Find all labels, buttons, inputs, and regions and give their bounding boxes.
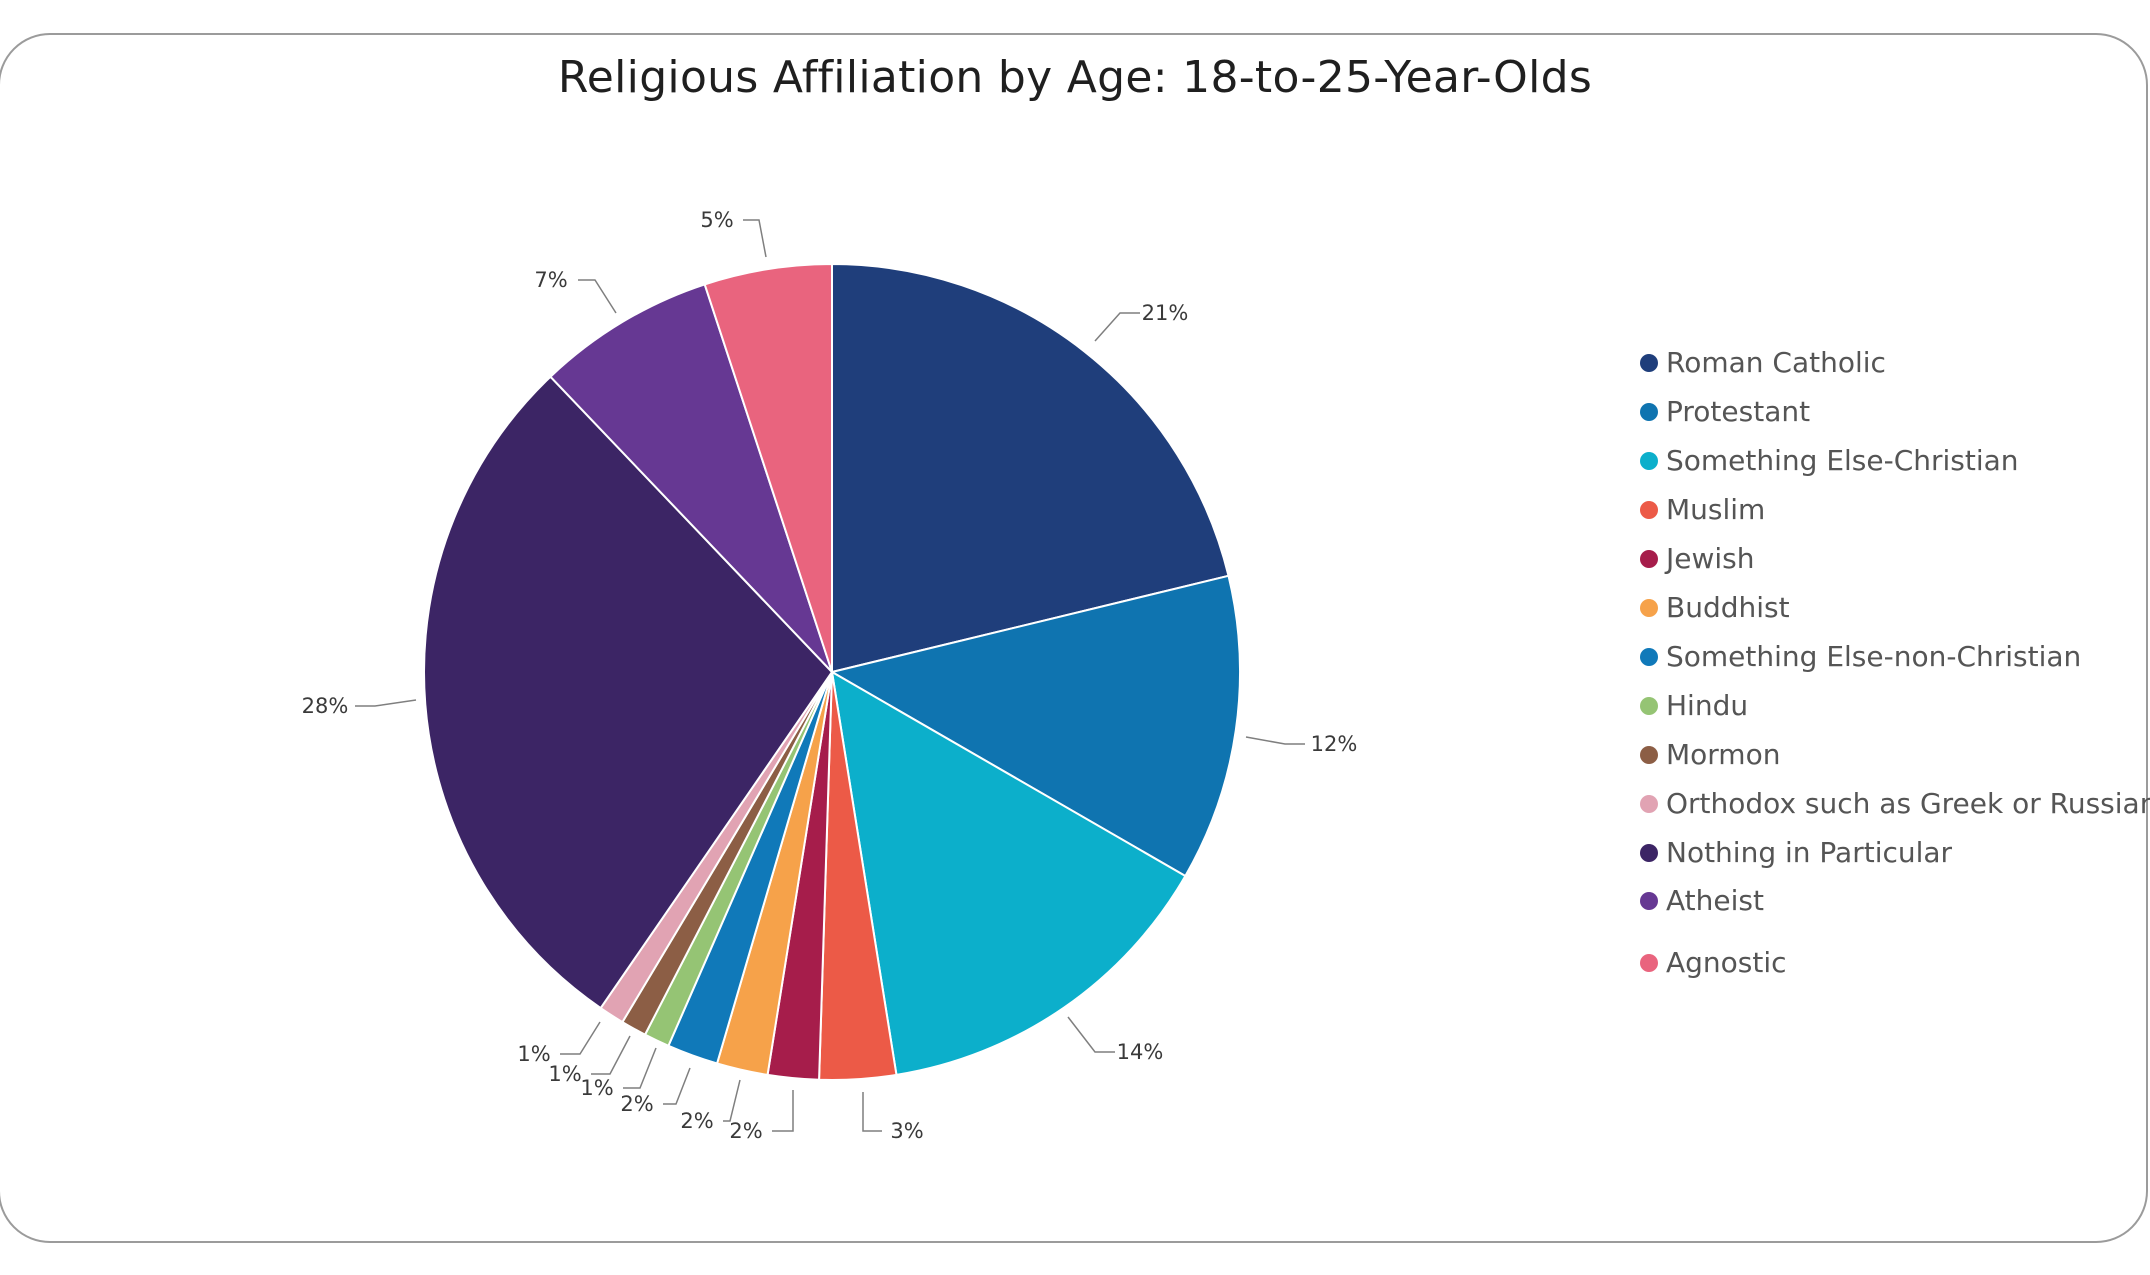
- data-label: 1%: [580, 1076, 613, 1100]
- data-label: 5%: [700, 208, 733, 232]
- data-label: 28%: [302, 694, 349, 718]
- legend-label: Hindu: [1666, 689, 1749, 722]
- leader-line: [1094, 312, 1140, 342]
- legend-swatch: [1640, 746, 1658, 764]
- leader-line: [723, 1079, 741, 1122]
- legend-swatch: [1640, 550, 1658, 568]
- leader-line: [743, 219, 767, 258]
- leader-line: [663, 1067, 691, 1105]
- leader-line: [772, 1090, 794, 1132]
- leader-line: [623, 1047, 657, 1089]
- legend-swatch: [1640, 403, 1658, 421]
- legend-swatch: [1640, 844, 1658, 862]
- data-label: 1%: [548, 1062, 581, 1086]
- legend-label: Roman Catholic: [1666, 346, 1886, 379]
- legend-swatch: [1640, 599, 1658, 617]
- legend-swatch: [1640, 697, 1658, 715]
- data-label: 3%: [890, 1119, 923, 1143]
- data-label: 21%: [1142, 301, 1189, 325]
- legend-label: Agnostic: [1666, 946, 1787, 979]
- legend-swatch: [1640, 501, 1658, 519]
- leader-line: [591, 1035, 631, 1075]
- legend-label: Atheist: [1666, 884, 1764, 917]
- legend-label: Mormon: [1666, 738, 1781, 771]
- data-label: 7%: [534, 268, 567, 292]
- legend-label: Something Else-non-Christian: [1666, 640, 2082, 673]
- leader-line: [355, 699, 417, 707]
- pie-slice-something-else-christian: [830, 670, 1187, 1077]
- legend-label: Muslim: [1666, 493, 1766, 526]
- data-label: 2%: [620, 1092, 653, 1116]
- legend-label: Orthodox such as Greek or Russian: [1666, 787, 2150, 820]
- legend-swatch: [1640, 452, 1658, 470]
- leader-line: [1245, 736, 1305, 745]
- leader-line: [862, 1092, 882, 1132]
- legend-swatch: [1640, 954, 1658, 972]
- pie-slice-protestant: [829, 574, 1241, 878]
- pie-slice-atheist: [549, 283, 833, 673]
- data-label: 12%: [1311, 732, 1358, 756]
- pie-slice-nothing-in-particular: [423, 375, 834, 1010]
- legend-label: Protestant: [1666, 395, 1811, 428]
- leader-line: [1067, 1016, 1115, 1053]
- data-label: 1%: [517, 1042, 550, 1066]
- legend-label: Buddhist: [1666, 591, 1790, 624]
- legend-swatch: [1640, 648, 1658, 666]
- legend-label: Something Else-Christian: [1666, 444, 2019, 477]
- data-label: 2%: [729, 1119, 762, 1143]
- chart-title: Religious Affiliation by Age: 18-to-25-Y…: [557, 52, 1593, 103]
- legend-label: Nothing in Particular: [1666, 836, 1953, 869]
- leader-line: [578, 279, 617, 314]
- legend-swatch: [1640, 354, 1658, 372]
- leader-line: [560, 1021, 601, 1055]
- legend-swatch: [1640, 892, 1658, 910]
- pie-slice-roman-catholic: [831, 262, 1230, 674]
- data-label: 14%: [1117, 1040, 1164, 1064]
- data-label: 2%: [680, 1109, 713, 1133]
- legend-label: Jewish: [1666, 542, 1755, 575]
- pie-slice-agnostic: [703, 262, 833, 673]
- legend-swatch: [1640, 795, 1658, 813]
